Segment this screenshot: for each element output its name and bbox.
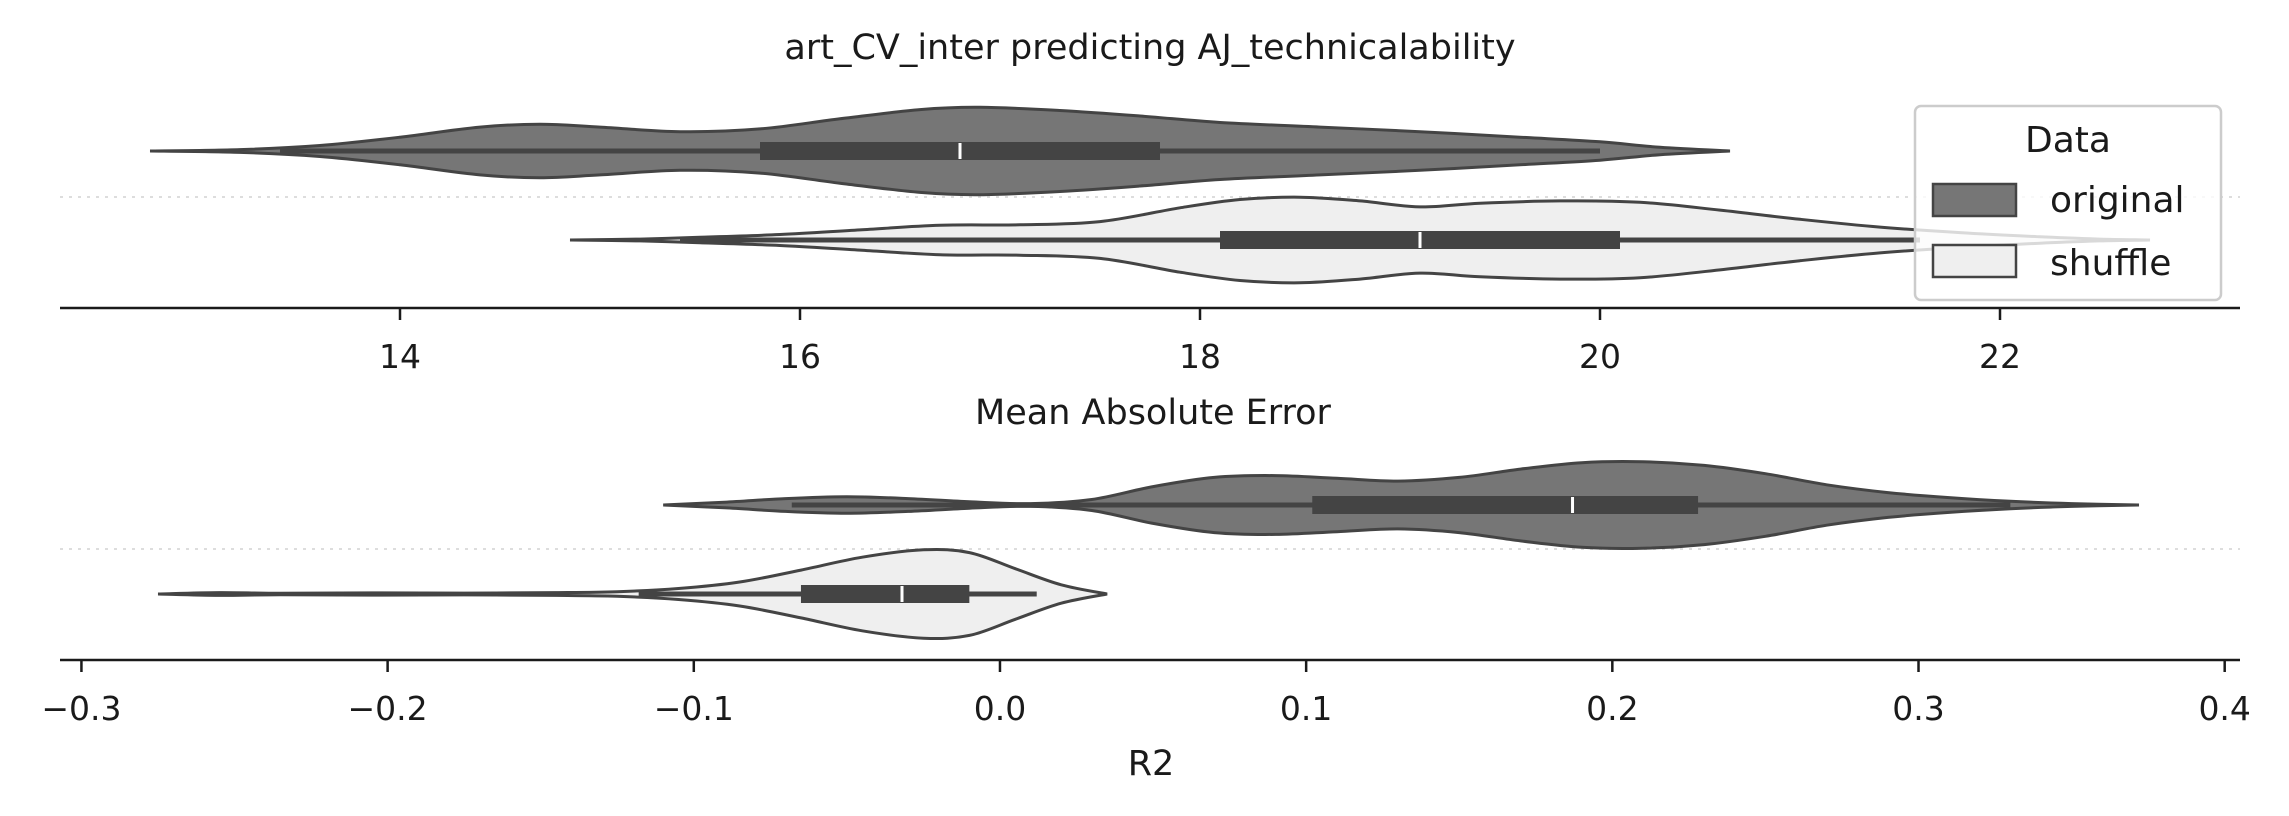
x-tick-label: 0.0	[974, 689, 1026, 728]
x-tick-label: 20	[1579, 337, 1621, 376]
violin-original	[149, 105, 1731, 197]
x-tick-label: −0.2	[348, 689, 428, 728]
violin-iqr-original	[1312, 496, 1699, 514]
chart-title: art_CV_inter predicting AJ_technicalabil…	[784, 28, 1515, 68]
violin-shuffle	[157, 548, 1108, 640]
violin-original	[663, 460, 2140, 550]
violin-body-shuffle	[157, 548, 1108, 640]
mae-panel: art_CV_inter predicting AJ_technicalabil…	[60, 28, 2240, 433]
x-tick-label: 0.2	[1586, 689, 1638, 728]
x-tick-label: −0.3	[41, 689, 121, 728]
legend-title: Data	[2025, 120, 2111, 161]
x-tick-label: 14	[379, 337, 421, 376]
x-tick-label: −0.1	[654, 689, 734, 728]
x-axis-label: R2	[1128, 744, 1175, 784]
r2-violins	[157, 460, 2140, 640]
mae-violins	[149, 105, 2151, 285]
violin-shuffle	[569, 195, 2151, 285]
violin-iqr-shuffle	[800, 585, 970, 603]
r2-panel: −0.3 −0.2 −0.1 0.0 0.1 0.2 0.3 0.4 R2	[41, 460, 2251, 784]
mae-x-ticks: 14 16 18 20 22	[379, 308, 2021, 376]
legend-swatch-original	[1931, 182, 2018, 218]
x-tick-label: 22	[1979, 337, 2021, 376]
x-axis-label: Mean Absolute Error	[975, 393, 1332, 433]
x-tick-label: 0.3	[1892, 689, 1944, 728]
legend: Data original shuffle	[1913, 104, 2223, 302]
legend-swatch-shuffle	[1931, 243, 2018, 279]
x-tick-label: 18	[1179, 337, 1221, 376]
legend-label-shuffle: shuffle	[2050, 243, 2171, 284]
r2-x-ticks: −0.3 −0.2 −0.1 0.0 0.1 0.2 0.3 0.4	[41, 660, 2251, 728]
x-tick-label: 0.4	[2198, 689, 2250, 728]
x-tick-label: 16	[779, 337, 821, 376]
x-tick-label: 0.1	[1280, 689, 1332, 728]
legend-label-original: original	[2050, 180, 2185, 221]
